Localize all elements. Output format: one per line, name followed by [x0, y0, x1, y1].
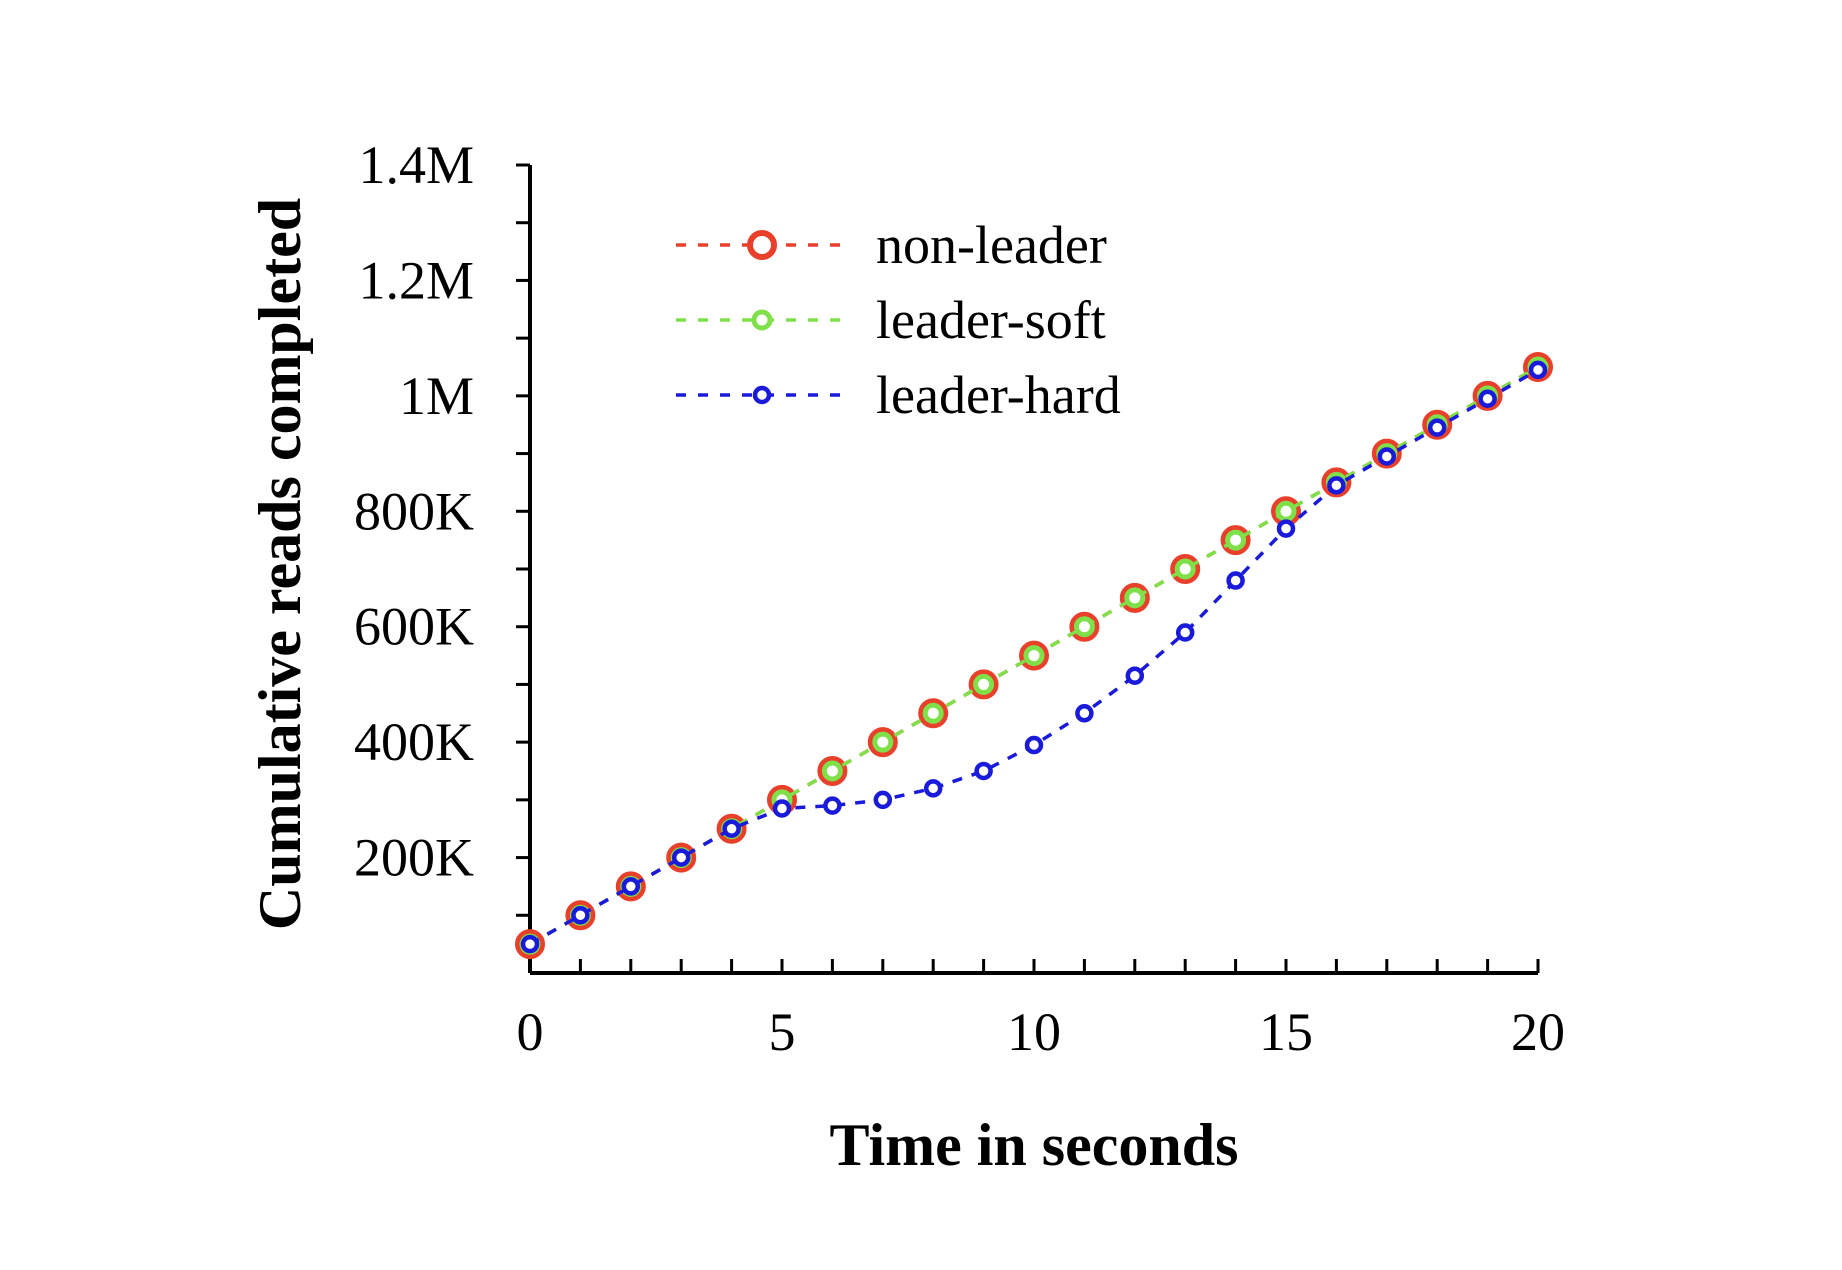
- data-point-leader-hard: [722, 819, 741, 838]
- x-tick-label: 20: [1511, 1002, 1565, 1062]
- data-point-leader-hard: [621, 877, 641, 896]
- data-point-leader-soft: [973, 673, 995, 695]
- legend-marker-leader-hard: [752, 385, 772, 405]
- y-tick-label: 400K: [354, 712, 474, 772]
- y-tick-label: 1.4M: [358, 135, 474, 195]
- data-point-leader-hard: [1427, 418, 1447, 437]
- data-point-leader-soft: [1225, 529, 1247, 551]
- data-point-leader-hard: [520, 934, 540, 954]
- legend-label-non-leader: non-leader: [876, 215, 1107, 275]
- y-axis-title: Cumulative reads completed: [247, 198, 313, 930]
- data-point-leader-hard: [974, 761, 993, 781]
- data-point-leader-soft: [922, 702, 944, 724]
- data-point-leader-hard: [671, 848, 691, 867]
- x-axis-title: Time in seconds: [830, 1112, 1239, 1178]
- data-point-leader-soft: [1124, 587, 1146, 609]
- data-point-leader-hard: [873, 790, 893, 810]
- data-point-leader-hard: [1125, 666, 1145, 686]
- data-point-leader-hard: [772, 799, 792, 818]
- data-point-leader-hard: [1377, 447, 1397, 466]
- y-tick-label: 200K: [354, 828, 474, 888]
- y-tick-label: 600K: [354, 597, 474, 657]
- x-tick-label: 15: [1259, 1002, 1313, 1062]
- y-tick-label: 1.2M: [358, 250, 474, 310]
- y-tick-label: 1M: [399, 366, 474, 426]
- data-point-leader-soft: [1174, 558, 1196, 580]
- data-point-leader-soft: [872, 731, 894, 753]
- data-point-leader-hard: [1075, 704, 1094, 723]
- y-tick-label: 800K: [354, 481, 474, 541]
- legend-label-leader-soft: leader-soft: [876, 290, 1106, 350]
- series-layer: [515, 352, 1553, 960]
- data-point-leader-hard: [1276, 519, 1296, 538]
- data-point-leader-hard: [1226, 571, 1245, 590]
- y-ticks: 200K 400K 600K 800K 1M 1.2M 1.4M: [354, 135, 530, 917]
- data-point-leader-hard: [1024, 735, 1044, 755]
- data-point-leader-hard: [823, 796, 842, 815]
- data-point-leader-soft: [1275, 500, 1297, 522]
- x-tick-label: 5: [769, 1002, 796, 1062]
- legend: non-leader leader-soft leader-hard: [676, 215, 1121, 425]
- legend-marker-non-leader: [747, 230, 777, 260]
- data-point-leader-soft: [1073, 616, 1095, 638]
- data-point-leader-hard: [1327, 476, 1346, 495]
- x-ticks: 0 5 10 15 20: [517, 959, 1565, 1062]
- data-point-leader-hard: [1528, 360, 1548, 380]
- x-tick-label: 0: [517, 1002, 544, 1062]
- data-point-leader-hard: [1175, 623, 1195, 642]
- legend-label-leader-hard: leader-hard: [876, 365, 1121, 425]
- data-point-leader-soft: [1023, 645, 1045, 667]
- data-point-leader-soft: [821, 760, 843, 782]
- x-tick-label: 10: [1007, 1002, 1061, 1062]
- legend-marker-leader-soft: [751, 309, 773, 331]
- data-point-leader-hard: [1478, 389, 1497, 408]
- series-leader-hard: [520, 360, 1548, 954]
- data-point-leader-hard: [571, 906, 590, 925]
- data-point-leader-hard: [923, 779, 943, 798]
